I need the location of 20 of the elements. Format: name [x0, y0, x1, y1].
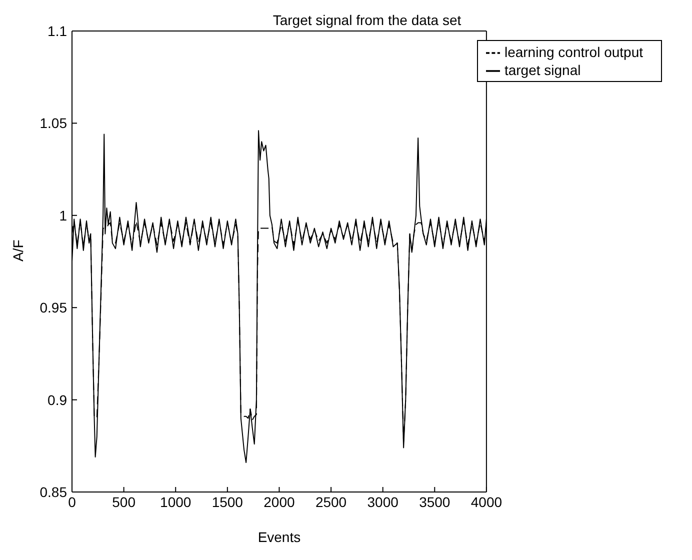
chart-title: Target signal from the data set — [272, 12, 462, 28]
y-tick-label: 0.95 — [40, 300, 68, 316]
x-tick-label: 2000 — [264, 494, 296, 510]
x-tick-label: 3000 — [367, 494, 399, 510]
y-tick-label: 0.85 — [40, 484, 68, 500]
legend-label: learning control output — [504, 44, 643, 60]
y-tick-label: 1.1 — [48, 22, 68, 39]
y-tick-label: 0.9 — [48, 392, 68, 408]
y-tick-label: 1.05 — [40, 115, 68, 132]
x-tick-label: 2500 — [315, 494, 347, 510]
x-tick-label: 4000 — [470, 494, 502, 510]
x-tick-label: 500 — [112, 494, 136, 510]
legend-label: target signal — [504, 62, 581, 78]
y-tick-label: 1 — [59, 207, 68, 224]
x-tick-label: 1000 — [160, 494, 192, 510]
y-axis-title: A/F — [10, 240, 26, 262]
x-tick-label: 3500 — [419, 494, 450, 510]
x-axis-title: Events — [258, 528, 301, 545]
x-tick-label: 0 — [68, 494, 76, 510]
x-tick-label: 1500 — [212, 494, 244, 510]
